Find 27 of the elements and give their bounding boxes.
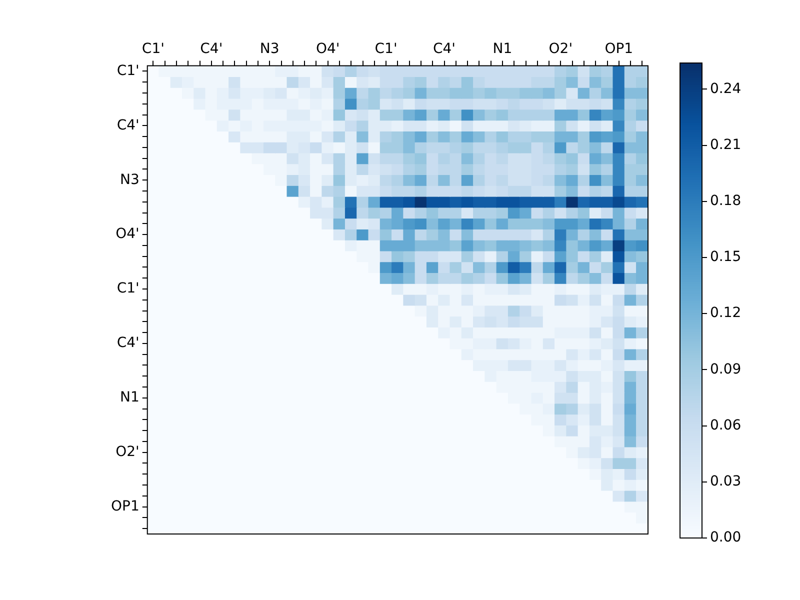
color-bar-label: 0.12 bbox=[710, 305, 742, 322]
y-tick-label: N1 bbox=[120, 390, 140, 406]
color-bar-label: 0.15 bbox=[710, 249, 742, 266]
color-bar-label: 0.24 bbox=[710, 80, 742, 97]
x-tick-label: N1 bbox=[492, 41, 512, 58]
color-bar-label: 0.21 bbox=[710, 136, 742, 153]
x-tick-label: OP1 bbox=[604, 41, 634, 58]
y-tick-label: C4' bbox=[116, 117, 140, 134]
x-tick-label: N3 bbox=[260, 41, 280, 58]
y-tick-label: O4' bbox=[116, 226, 140, 242]
x-tick-label: C1' bbox=[142, 41, 164, 58]
x-tick-label: O2' bbox=[548, 41, 573, 58]
color-bar-label: 0.03 bbox=[710, 474, 742, 490]
y-tick-label: N3 bbox=[120, 172, 140, 188]
color-bar-label: 0.18 bbox=[710, 193, 742, 210]
y-tick-label: OP1 bbox=[110, 498, 140, 514]
color-bar-label: 0.06 bbox=[710, 417, 742, 434]
color-bar-label: 0.09 bbox=[710, 361, 742, 378]
y-tick-label: C1' bbox=[116, 62, 140, 79]
x-tick-label: C4' bbox=[432, 41, 456, 58]
x-tick-label: C4' bbox=[200, 41, 223, 58]
x-tick-label: C1' bbox=[374, 41, 398, 58]
y-tick-label: C1' bbox=[116, 280, 140, 297]
y-tick-label: C4' bbox=[116, 335, 140, 352]
x-tick-label: O4' bbox=[316, 41, 340, 58]
color-bar-label: 0.00 bbox=[710, 530, 742, 546]
y-tick-label: O2' bbox=[116, 444, 140, 460]
